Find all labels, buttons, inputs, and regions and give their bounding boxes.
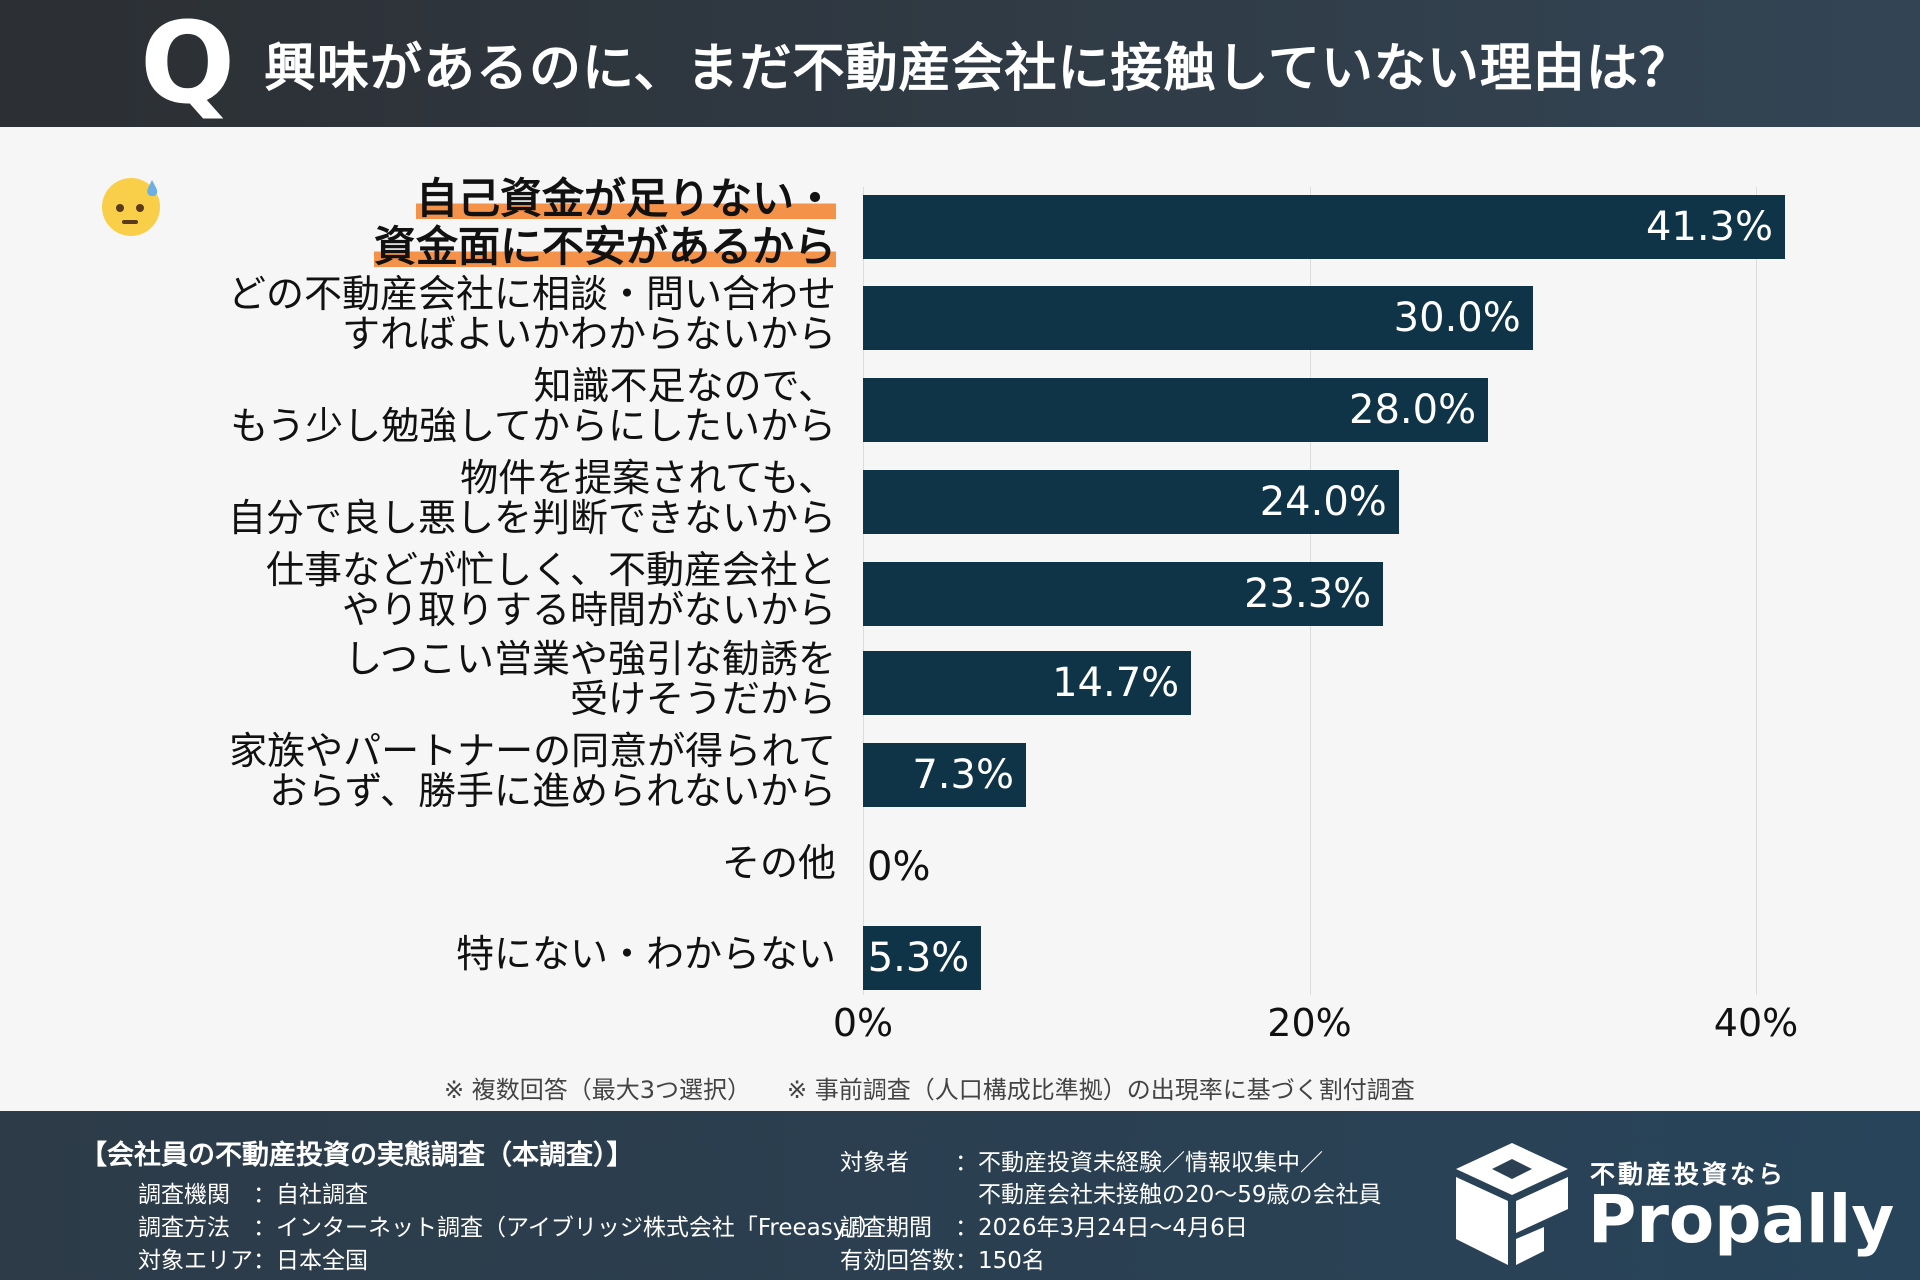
data-label: 14.7%: [1052, 660, 1180, 706]
x-tick-label: 20%: [1267, 1001, 1352, 1045]
category-label: しつこい営業や強引な勧誘を 受けそうだから: [344, 637, 836, 721]
survey-info: 不動産会社未接触の20～59歳の会社員: [840, 1182, 1382, 1208]
category-label: 自己資金が足りない・ 資金面に不安があるから: [373, 174, 836, 271]
footer: 【会社員の不動産投資の実態調査（本調査）】 調査機関 ：自社調査 調査方法 ：イ…: [0, 1111, 1920, 1280]
data-label: 23.3%: [1244, 571, 1372, 617]
chart-notes: ※ 複数回答（最大3つ選択） ※ 事前調査（人口構成比準拠）の出現率に基づく割付…: [444, 1076, 1415, 1104]
survey-info: 調査期間 ：2026年3月24日～4月6日: [840, 1215, 1248, 1241]
category-label: 物件を提案されても、 自分で良し悪しを判断できないから: [227, 456, 836, 540]
header: Q 興味があるのに、まだ不動産会社に接触していない理由は？: [0, 0, 1920, 127]
x-tick-label: 0%: [832, 1001, 894, 1045]
x-tick-label: 40%: [1713, 1001, 1799, 1045]
survey-title: 【会社員の不動産投資の実態調査（本調査）】: [80, 1140, 634, 1171]
survey-info: 対象者 ：不動産投資未経験／情報収集中／: [840, 1150, 1323, 1176]
data-label: 41.3%: [1645, 204, 1774, 250]
brand-name: Propally: [1588, 1181, 1895, 1258]
bar: [863, 743, 1026, 807]
data-label: 7.3%: [912, 752, 1014, 798]
bar: [863, 651, 1192, 715]
category-label: その他: [721, 841, 836, 885]
bar: [863, 286, 1533, 350]
survey-info: 対象エリア：日本全国: [138, 1248, 368, 1274]
bar: [863, 470, 1399, 534]
category-label: 家族やパートナーの同意が得られて おらず、勝手に進められないから: [229, 729, 836, 813]
category-label: 仕事などが忙しく、不動産会社と やり取りする時間がないから: [265, 548, 836, 632]
category-label: どの不動産会社に相談・問い合わせ すればよいかわからないから: [227, 272, 836, 356]
propally-logo-icon: [1456, 1143, 1568, 1265]
brand-tagline: 不動産投資なら: [1590, 1160, 1787, 1189]
bar-chart: 0% 20% 40% 自己資金が足りない・ 資金面に不安があるから 41.3% どの不動産会…: [0, 127, 1920, 1111]
page-title: 興味があるのに、まだ不動産会社に接触していない理由は？: [264, 39, 1692, 99]
q-mark: Q: [140, 0, 236, 129]
category-label: 特にない・わからない: [455, 932, 836, 976]
data-label: 5.3%: [867, 935, 970, 981]
sad-sweat-face-icon: [102, 178, 160, 236]
category-label: 知識不足なので、 もう少し勉強してからにしたいから: [230, 364, 836, 448]
bar: [863, 195, 1786, 259]
bar: [863, 926, 982, 990]
data-label: 28.0%: [1349, 387, 1477, 433]
data-label: 0%: [867, 844, 931, 890]
gridline: [1756, 187, 1757, 995]
survey-info: 有効回答数：150名: [840, 1248, 1045, 1274]
bar: [863, 562, 1384, 626]
survey-info: 調査機関 ：自社調査: [138, 1182, 368, 1208]
data-label: 24.0%: [1259, 479, 1387, 525]
bar: [863, 378, 1489, 442]
survey-info: 調査方法 ：インターネット調査（アイブリッジ株式会社「Freeasy」）: [138, 1215, 881, 1241]
data-label: 30.0%: [1393, 295, 1521, 341]
